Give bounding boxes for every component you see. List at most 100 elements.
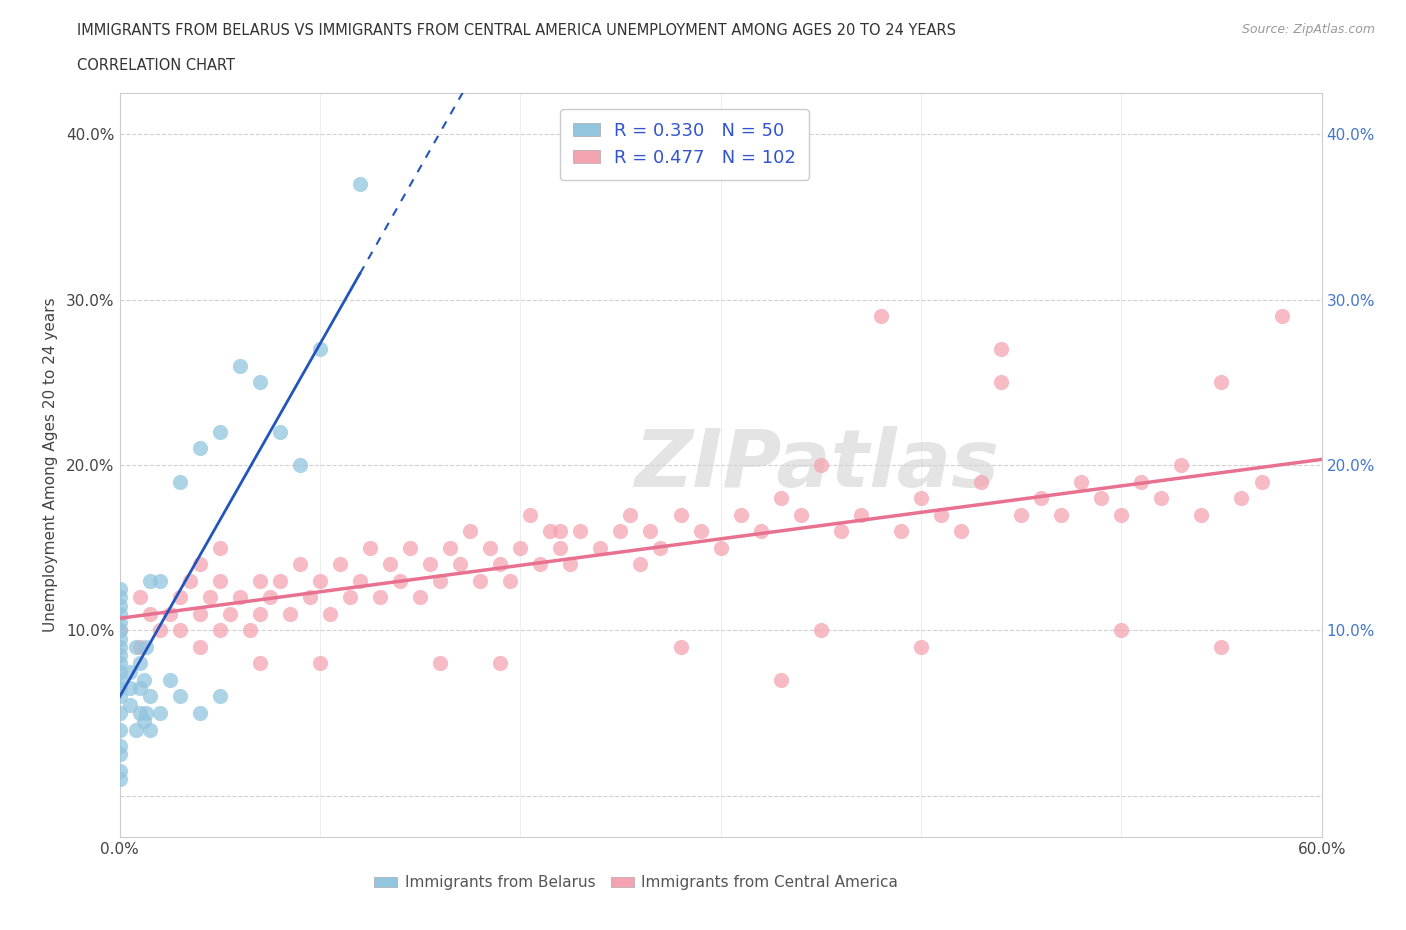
Point	[132, 714, 155, 729]
Point	[108, 672, 131, 687]
Point	[228, 358, 252, 373]
Point	[589, 540, 612, 555]
Point	[259, 590, 281, 604]
Point	[118, 698, 141, 712]
Point	[550, 524, 572, 538]
Point	[1070, 474, 1092, 489]
Point	[108, 656, 131, 671]
Point	[429, 573, 451, 588]
Point	[208, 689, 231, 704]
Point	[128, 590, 150, 604]
Point	[730, 507, 752, 522]
Point	[108, 631, 131, 646]
Point	[458, 524, 481, 538]
Point	[309, 342, 332, 357]
Point	[910, 640, 932, 655]
Point	[288, 458, 311, 472]
Point	[439, 540, 461, 555]
Point	[669, 507, 692, 522]
Point	[132, 672, 155, 687]
Point	[538, 524, 561, 538]
Point	[669, 640, 692, 655]
Point	[108, 606, 131, 621]
Point	[108, 772, 131, 787]
Point	[269, 424, 291, 439]
Point	[619, 507, 641, 522]
Point	[138, 689, 160, 704]
Point	[489, 557, 512, 572]
Point	[149, 573, 172, 588]
Point	[108, 615, 131, 630]
Point	[368, 590, 391, 604]
Point	[118, 664, 141, 679]
Point	[135, 706, 157, 721]
Point	[108, 706, 131, 721]
Point	[1211, 375, 1233, 390]
Point	[169, 623, 191, 638]
Point	[124, 722, 146, 737]
Point	[138, 722, 160, 737]
Point	[929, 507, 952, 522]
Point	[399, 540, 422, 555]
Point	[108, 738, 131, 753]
Point	[128, 706, 150, 721]
Point	[149, 706, 172, 721]
Point	[810, 623, 832, 638]
Point	[108, 640, 131, 655]
Point	[1191, 507, 1213, 522]
Point	[319, 606, 342, 621]
Point	[128, 656, 150, 671]
Text: ZIPatlas: ZIPatlas	[634, 426, 1000, 504]
Point	[159, 606, 181, 621]
Point	[709, 540, 731, 555]
Point	[309, 656, 332, 671]
Point	[1230, 491, 1253, 506]
Point	[569, 524, 592, 538]
Legend: Immigrants from Belarus, Immigrants from Central America: Immigrants from Belarus, Immigrants from…	[368, 870, 904, 897]
Point	[519, 507, 541, 522]
Point	[339, 590, 361, 604]
Point	[208, 623, 231, 638]
Point	[108, 764, 131, 778]
Point	[135, 640, 157, 655]
Point	[419, 557, 441, 572]
Point	[208, 540, 231, 555]
Point	[869, 309, 893, 324]
Point	[468, 573, 492, 588]
Point	[1111, 507, 1133, 522]
Point	[1211, 640, 1233, 655]
Text: IMMIGRANTS FROM BELARUS VS IMMIGRANTS FROM CENTRAL AMERICA UNEMPLOYMENT AMONG AG: IMMIGRANTS FROM BELARUS VS IMMIGRANTS FR…	[77, 23, 956, 38]
Point	[108, 722, 131, 737]
Point	[249, 606, 271, 621]
Point	[108, 598, 131, 613]
Point	[249, 375, 271, 390]
Point	[449, 557, 471, 572]
Point	[108, 747, 131, 762]
Point	[118, 681, 141, 696]
Point	[288, 557, 311, 572]
Point	[1130, 474, 1153, 489]
Point	[1029, 491, 1052, 506]
Point	[650, 540, 672, 555]
Point	[169, 689, 191, 704]
Point	[1090, 491, 1112, 506]
Point	[169, 474, 191, 489]
Point	[349, 573, 371, 588]
Point	[640, 524, 662, 538]
Point	[278, 606, 301, 621]
Point	[309, 573, 332, 588]
Point	[128, 640, 150, 655]
Point	[108, 664, 131, 679]
Point	[124, 640, 146, 655]
Point	[630, 557, 652, 572]
Point	[128, 681, 150, 696]
Point	[849, 507, 872, 522]
Text: Source: ZipAtlas.com: Source: ZipAtlas.com	[1241, 23, 1375, 36]
Point	[790, 507, 813, 522]
Point	[228, 590, 252, 604]
Point	[188, 640, 211, 655]
Point	[749, 524, 772, 538]
Point	[249, 573, 271, 588]
Point	[769, 672, 792, 687]
Point	[159, 672, 181, 687]
